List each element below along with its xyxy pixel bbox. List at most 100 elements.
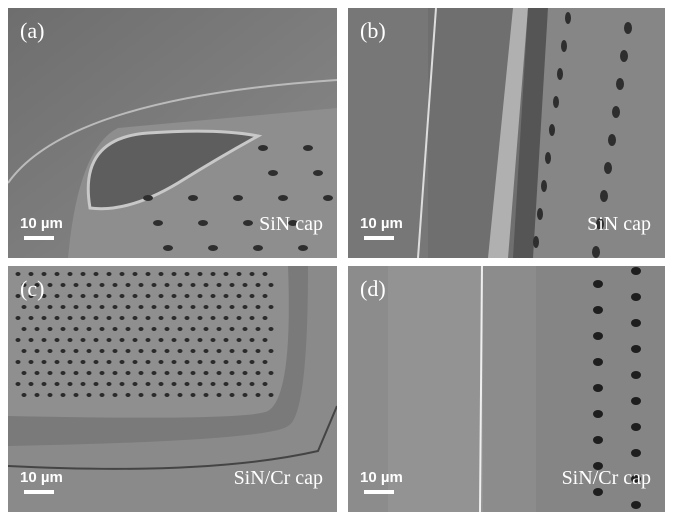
hole bbox=[624, 22, 632, 34]
hole bbox=[81, 316, 86, 320]
hole bbox=[256, 371, 261, 375]
hole bbox=[107, 272, 112, 276]
hole bbox=[133, 316, 138, 320]
hole bbox=[48, 393, 53, 397]
hole bbox=[211, 316, 216, 320]
hole bbox=[165, 283, 170, 287]
hole bbox=[269, 283, 274, 287]
hole bbox=[100, 327, 105, 331]
hole bbox=[263, 360, 268, 364]
hole bbox=[133, 338, 138, 342]
hole bbox=[191, 283, 196, 287]
hole bbox=[16, 360, 21, 364]
hole bbox=[593, 358, 603, 366]
hole bbox=[269, 305, 274, 309]
hole bbox=[48, 305, 53, 309]
hole bbox=[593, 280, 603, 288]
hole bbox=[237, 338, 242, 342]
hole bbox=[313, 170, 323, 176]
hole bbox=[631, 423, 641, 431]
hole bbox=[224, 272, 229, 276]
hole bbox=[81, 360, 86, 364]
hole bbox=[593, 410, 603, 418]
hole bbox=[74, 371, 79, 375]
hole bbox=[146, 382, 151, 386]
hole bbox=[631, 267, 641, 275]
hole bbox=[217, 327, 222, 331]
hole bbox=[191, 305, 196, 309]
hole bbox=[250, 316, 255, 320]
hole bbox=[217, 349, 222, 353]
panel-label: (d) bbox=[360, 276, 386, 302]
hole bbox=[126, 283, 131, 287]
hole bbox=[172, 338, 177, 342]
hole bbox=[256, 283, 261, 287]
hole bbox=[191, 349, 196, 353]
hole bbox=[35, 371, 40, 375]
hole bbox=[35, 305, 40, 309]
scale-label: 10 µm bbox=[20, 215, 63, 232]
hole bbox=[230, 393, 235, 397]
hole bbox=[593, 306, 603, 314]
caption: SiN/Cr cap bbox=[562, 467, 651, 490]
hole bbox=[94, 382, 99, 386]
hole bbox=[178, 393, 183, 397]
hole bbox=[237, 294, 242, 298]
hole bbox=[250, 272, 255, 276]
hole bbox=[217, 305, 222, 309]
hole bbox=[178, 349, 183, 353]
hole bbox=[146, 294, 151, 298]
hole bbox=[139, 283, 144, 287]
hole bbox=[48, 349, 53, 353]
hole bbox=[165, 393, 170, 397]
hole bbox=[74, 393, 79, 397]
hole bbox=[204, 327, 209, 331]
hole bbox=[68, 272, 73, 276]
panel-label: (c) bbox=[20, 276, 44, 302]
hole bbox=[55, 316, 60, 320]
hole bbox=[204, 371, 209, 375]
hole bbox=[298, 245, 308, 251]
hole bbox=[87, 283, 92, 287]
hole bbox=[55, 338, 60, 342]
hole bbox=[243, 349, 248, 353]
scale-label: 10 µm bbox=[360, 469, 403, 486]
hole bbox=[178, 283, 183, 287]
hole bbox=[74, 305, 79, 309]
hole bbox=[126, 327, 131, 331]
hole bbox=[278, 195, 288, 201]
hole bbox=[100, 393, 105, 397]
hole bbox=[68, 338, 73, 342]
hole bbox=[61, 393, 66, 397]
panel-a: (a) 10 µm SiN cap bbox=[8, 8, 337, 258]
hole bbox=[165, 327, 170, 331]
hole bbox=[133, 272, 138, 276]
hole bbox=[165, 305, 170, 309]
hole bbox=[87, 349, 92, 353]
hole bbox=[185, 360, 190, 364]
hole bbox=[152, 327, 157, 331]
hole bbox=[188, 195, 198, 201]
hole bbox=[217, 393, 222, 397]
hole bbox=[537, 208, 543, 220]
hole bbox=[22, 327, 27, 331]
hole bbox=[87, 371, 92, 375]
hole bbox=[172, 360, 177, 364]
hole bbox=[631, 501, 641, 509]
hole bbox=[250, 294, 255, 298]
panel-label: (a) bbox=[20, 18, 44, 44]
hole bbox=[29, 316, 34, 320]
hole bbox=[211, 360, 216, 364]
hole bbox=[107, 316, 112, 320]
hole bbox=[198, 382, 203, 386]
hole bbox=[126, 305, 131, 309]
hole bbox=[16, 316, 21, 320]
hole bbox=[185, 382, 190, 386]
scale-bar bbox=[364, 236, 394, 240]
hole bbox=[100, 349, 105, 353]
hole bbox=[616, 78, 624, 90]
hole bbox=[237, 360, 242, 364]
hole bbox=[237, 272, 242, 276]
hole bbox=[243, 327, 248, 331]
hole bbox=[541, 180, 547, 192]
